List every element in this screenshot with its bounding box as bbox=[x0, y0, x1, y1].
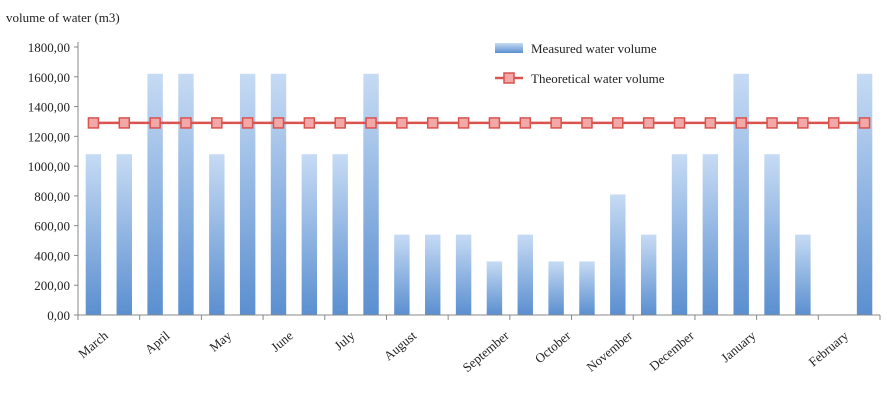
line-marker bbox=[241, 117, 254, 129]
line-marker bbox=[303, 117, 316, 129]
bar bbox=[425, 234, 441, 315]
legend: Measured water volume Theoretical water v… bbox=[495, 41, 665, 86]
bar bbox=[764, 154, 780, 315]
line-marker bbox=[642, 117, 655, 129]
y-tick-label: 200,00 bbox=[34, 278, 70, 293]
y-tick-label: 400,00 bbox=[34, 248, 70, 263]
bar bbox=[856, 73, 873, 315]
bar bbox=[332, 154, 348, 315]
x-tick-label: November bbox=[583, 327, 635, 374]
x-tick-label: October bbox=[532, 327, 574, 366]
line-marker bbox=[704, 117, 717, 129]
line-marker bbox=[673, 117, 686, 129]
line-marker bbox=[211, 117, 223, 129]
bar bbox=[610, 194, 626, 315]
y-axis-label: volume of water (m3) bbox=[6, 10, 120, 25]
x-tick-label: January bbox=[718, 327, 759, 365]
legend-marker-theoretical bbox=[503, 72, 515, 84]
bar bbox=[116, 154, 132, 315]
line-marker bbox=[426, 117, 439, 129]
line-marker bbox=[797, 117, 809, 129]
x-tick-label: May bbox=[206, 327, 234, 354]
x-tick-label: February bbox=[805, 327, 851, 369]
bar bbox=[147, 73, 163, 315]
line-marker bbox=[827, 117, 840, 129]
line-marker bbox=[735, 117, 747, 129]
bar bbox=[270, 73, 287, 315]
x-tick-label: March bbox=[75, 327, 111, 361]
y-axis: 0,00 200,00 400,00 600,00 800,00 1000,00 1200,… bbox=[28, 40, 70, 323]
line-marker bbox=[180, 117, 192, 129]
y-tick-label: 600,00 bbox=[34, 219, 70, 234]
y-tick-label: 1000,00 bbox=[28, 159, 70, 174]
line-marker bbox=[550, 117, 562, 129]
bar bbox=[363, 73, 379, 315]
bar bbox=[517, 234, 533, 315]
legend-label-theoretical: Theoretical water volume bbox=[531, 71, 665, 86]
x-axis: March April May June July August September Octo… bbox=[75, 327, 851, 375]
bar bbox=[85, 154, 102, 315]
line-marker bbox=[149, 117, 161, 129]
legend-label-measured: Measured water volume bbox=[531, 41, 657, 56]
bar bbox=[239, 73, 256, 315]
line-marker bbox=[396, 117, 408, 129]
bar bbox=[795, 234, 811, 315]
y-tick-label: 800,00 bbox=[34, 189, 70, 204]
line-marker bbox=[858, 117, 871, 129]
bar bbox=[486, 261, 503, 315]
bar bbox=[671, 154, 688, 315]
line-marker bbox=[118, 117, 131, 129]
y-tick-label: 0,00 bbox=[47, 308, 70, 323]
line-marker bbox=[87, 117, 100, 129]
line-marker bbox=[334, 117, 346, 129]
y-tick-label: 1600,00 bbox=[28, 70, 70, 85]
x-tick-label: December bbox=[646, 327, 697, 373]
line-marker bbox=[457, 117, 470, 129]
bar bbox=[301, 154, 318, 315]
x-tick-label: July bbox=[331, 327, 358, 353]
axes bbox=[74, 42, 881, 320]
bar bbox=[733, 73, 749, 315]
line-marker bbox=[488, 117, 501, 129]
y-tick-label: 1200,00 bbox=[28, 129, 70, 144]
bar-series bbox=[85, 73, 873, 315]
bar bbox=[209, 154, 225, 315]
bar bbox=[640, 234, 657, 315]
y-tick-label: 1400,00 bbox=[28, 100, 70, 115]
y-tick-label: 1800,00 bbox=[28, 40, 70, 55]
bar bbox=[579, 261, 595, 315]
bar bbox=[548, 261, 564, 315]
x-tick-label: April bbox=[142, 328, 173, 357]
line-marker bbox=[581, 117, 593, 129]
line-marker bbox=[519, 117, 532, 129]
line-marker bbox=[365, 117, 377, 129]
line-marker bbox=[272, 117, 285, 129]
x-tick-label: September bbox=[460, 327, 513, 375]
bar bbox=[702, 154, 719, 315]
line-marker bbox=[766, 117, 778, 129]
bar bbox=[455, 234, 472, 315]
x-tick-label: August bbox=[381, 328, 420, 364]
bar bbox=[178, 73, 194, 315]
line-series bbox=[87, 117, 871, 129]
bar bbox=[394, 234, 410, 315]
line-marker bbox=[612, 117, 624, 129]
x-tick-label: June bbox=[268, 328, 296, 355]
legend-swatch-measured bbox=[495, 43, 523, 53]
